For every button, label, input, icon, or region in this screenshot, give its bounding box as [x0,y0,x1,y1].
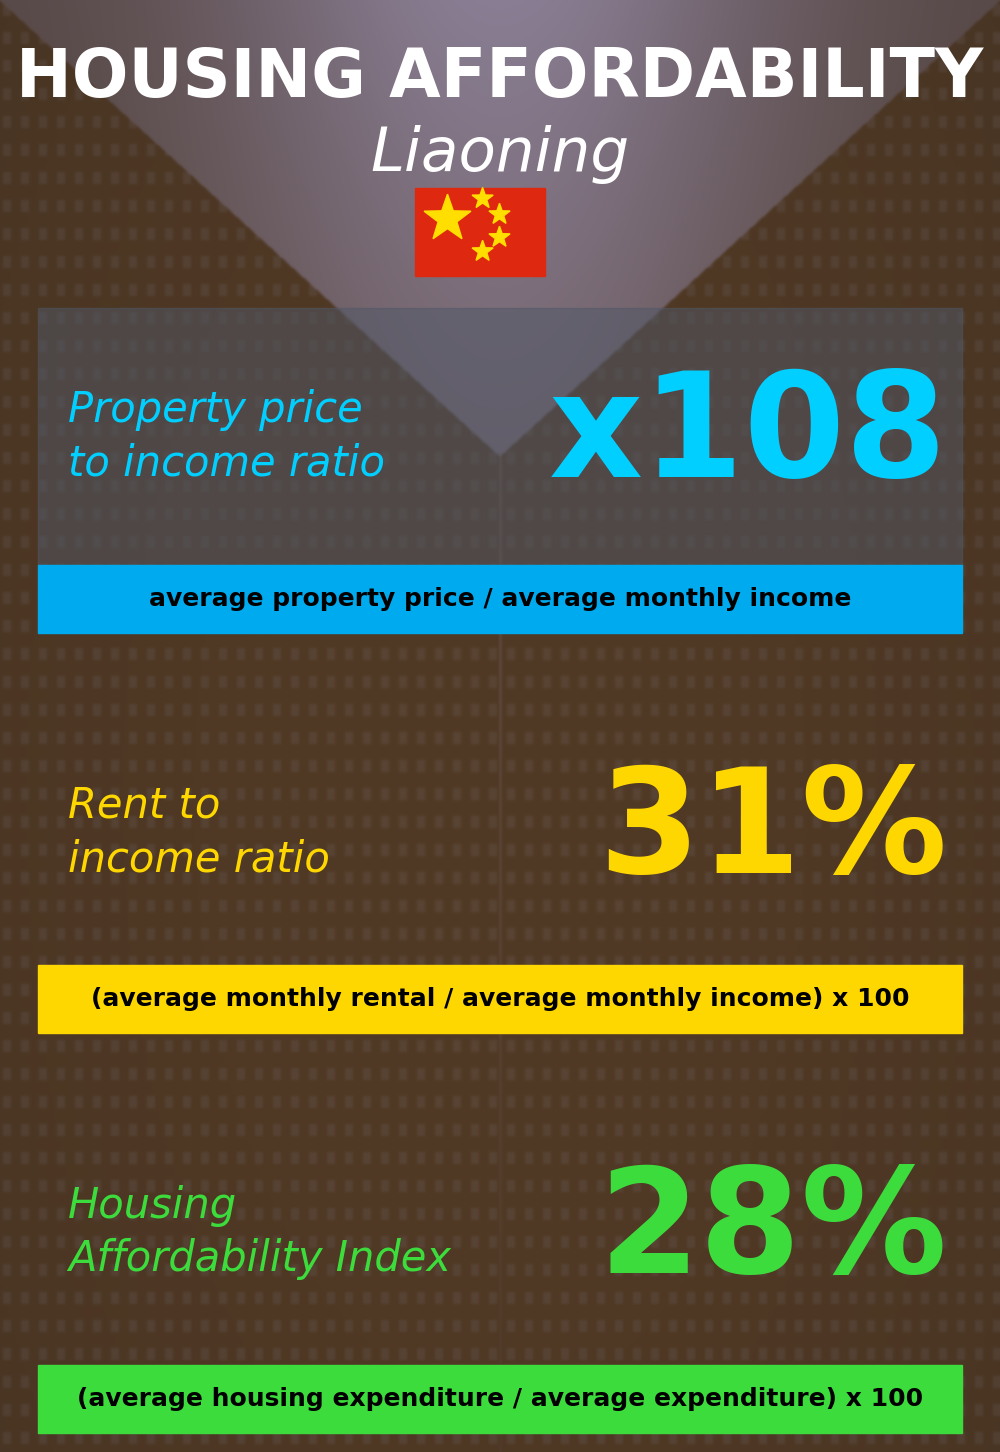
Bar [415,187,545,276]
Bar [38,1365,962,1433]
Polygon shape [489,227,510,247]
Polygon shape [472,187,493,208]
Text: HOUSING AFFORDABILITY: HOUSING AFFORDABILITY [16,45,984,110]
Bar [38,966,962,1032]
Polygon shape [472,240,493,260]
Polygon shape [424,195,471,238]
Text: Rent to
income ratio: Rent to income ratio [68,784,330,880]
Bar [38,308,962,565]
Text: (average monthly rental / average monthly income) x 100: (average monthly rental / average monthl… [91,987,909,1011]
Text: 28%: 28% [598,1162,947,1302]
Text: Property price
to income ratio: Property price to income ratio [68,389,385,485]
Bar [38,565,962,633]
Text: Housing
Affordability Index: Housing Affordability Index [68,1185,451,1281]
Polygon shape [489,203,510,224]
Text: Liaoning: Liaoning [370,125,630,184]
Text: (average housing expenditure / average expenditure) x 100: (average housing expenditure / average e… [77,1387,923,1411]
Text: x108: x108 [548,366,947,507]
Text: 31%: 31% [598,762,947,903]
Text: average property price / average monthly income: average property price / average monthly… [149,587,851,611]
